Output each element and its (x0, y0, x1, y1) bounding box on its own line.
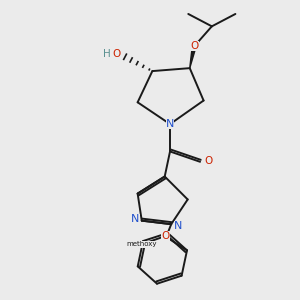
Text: N: N (131, 214, 140, 224)
Text: H: H (103, 49, 111, 59)
Text: N: N (174, 221, 183, 231)
Text: O: O (112, 49, 121, 59)
Text: methoxy: methoxy (126, 242, 157, 248)
Text: O: O (161, 231, 169, 241)
Text: O: O (190, 41, 199, 51)
Text: N: N (166, 119, 174, 129)
Text: O: O (204, 156, 212, 166)
Polygon shape (190, 46, 196, 68)
